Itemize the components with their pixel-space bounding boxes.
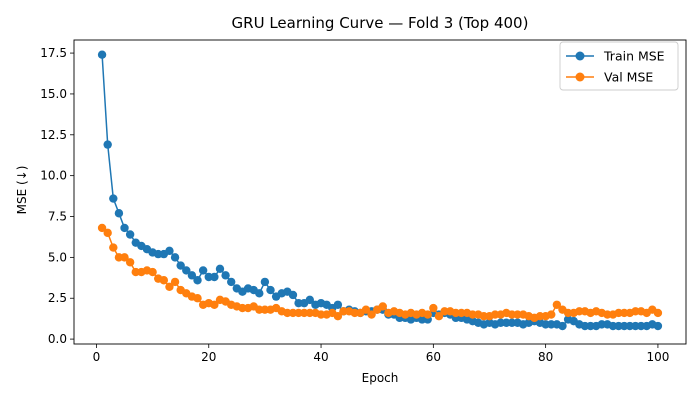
data-point [361, 305, 371, 314]
legend: Train MSE Val MSE [559, 41, 679, 91]
x-tick-label: 60 [426, 350, 441, 364]
series-val [97, 223, 663, 323]
data-point [227, 277, 236, 287]
data-point [170, 277, 180, 287]
y-axis-ticks: 0.0 2.5 5.0 7.5 10.0 12.5 15.0 17.5 [40, 46, 74, 346]
x-axis-ticks: 0 20 40 60 80 100 [93, 344, 669, 364]
data-point [103, 228, 112, 238]
y-tick-label: 5.0 [48, 250, 67, 264]
x-tick-label: 80 [538, 350, 553, 364]
data-point [221, 271, 230, 280]
data-point [288, 290, 298, 300]
y-tick-label: 17.5 [40, 46, 67, 60]
data-point [103, 140, 112, 149]
data-point [552, 300, 562, 309]
data-point [547, 310, 556, 319]
legend-entry-train: Train MSE [566, 49, 665, 64]
data-point [120, 253, 129, 262]
data-point [176, 261, 185, 270]
data-point [367, 310, 376, 319]
legend-label-val: Val MSE [604, 70, 653, 85]
data-point [266, 285, 275, 295]
data-point [120, 223, 129, 233]
data-point [434, 312, 444, 321]
data-point [97, 223, 107, 233]
x-tick-label: 100 [646, 350, 669, 364]
chart-title: GRU Learning Curve — Fold 3 (Top 400) [232, 14, 529, 32]
legend-label-train: Train MSE [603, 49, 665, 64]
y-tick-label: 2.5 [48, 291, 67, 305]
data-point [109, 243, 118, 252]
data-point [182, 266, 191, 275]
legend-entry-val: Val MSE [566, 70, 653, 85]
y-tick-label: 0.0 [48, 332, 67, 346]
data-point [193, 276, 202, 285]
y-tick-label: 10.0 [40, 169, 67, 183]
data-point [255, 289, 264, 298]
x-axis-label: Epoch [362, 371, 399, 385]
x-tick-label: 0 [93, 350, 101, 364]
legend-marker-val [575, 72, 585, 82]
legend-marker-train [575, 51, 585, 61]
y-axis-label: MSE (↓) [15, 166, 29, 215]
data-point [198, 266, 208, 275]
data-point [125, 258, 135, 267]
data-point [653, 321, 663, 331]
data-point [423, 310, 432, 319]
data-point [215, 264, 225, 274]
data-point [210, 300, 219, 309]
data-point [97, 50, 107, 59]
data-point [653, 308, 663, 318]
data-point [165, 246, 174, 256]
series-layer [97, 50, 663, 331]
data-point [378, 302, 388, 311]
data-point [148, 267, 157, 277]
data-point [429, 303, 438, 313]
data-point [187, 271, 197, 280]
data-point [165, 282, 174, 291]
axes-frame [73, 39, 687, 345]
plot-area: 0 20 40 60 80 100 0.0 2.5 5.0 7.5 10.0 12.5 15.0 17.… [40, 39, 687, 364]
data-point [210, 272, 219, 282]
data-point [125, 230, 135, 239]
data-point [558, 321, 567, 331]
data-point [333, 300, 343, 309]
x-tick-label: 20 [201, 350, 216, 364]
data-point [159, 276, 169, 285]
legend-box [559, 41, 679, 91]
y-tick-label: 15.0 [40, 87, 67, 101]
y-tick-label: 7.5 [48, 210, 67, 224]
data-point [170, 253, 180, 262]
data-point [333, 312, 343, 321]
data-point [260, 277, 270, 287]
data-point [109, 194, 118, 203]
data-point [305, 295, 315, 305]
x-tick-label: 40 [313, 350, 328, 364]
data-point [193, 294, 202, 303]
y-tick-label: 12.5 [40, 128, 67, 142]
data-point [114, 209, 124, 218]
